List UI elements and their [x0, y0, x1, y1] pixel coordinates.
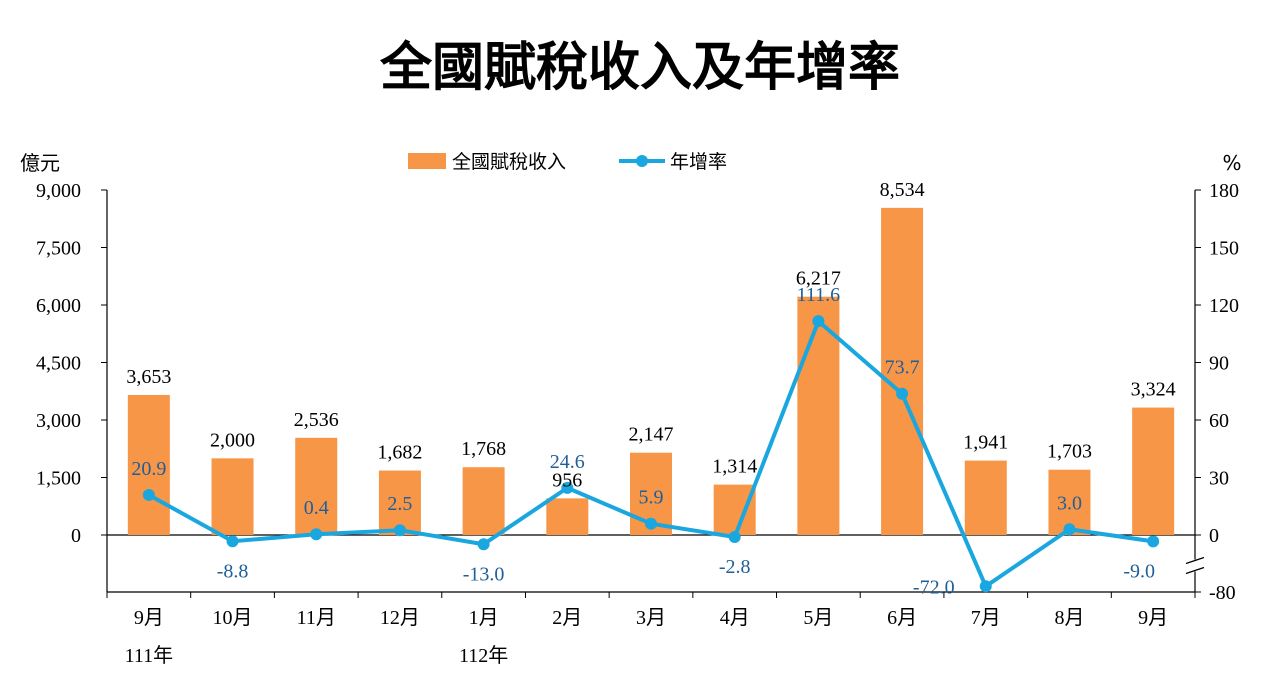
right-axis-tick-label: -80 [1209, 582, 1236, 604]
x-axis-tick-label: 8月 [1054, 607, 1084, 629]
right-axis-unit: % [1222, 151, 1241, 175]
bar-value-label: 1,768 [461, 438, 506, 460]
bar-value-label: 2,000 [210, 429, 255, 451]
legend-line-marker [636, 155, 648, 167]
bar [964, 460, 1007, 535]
rate-value-label: -9.0 [1123, 560, 1155, 582]
line-series [142, 315, 1160, 593]
bar-series [127, 207, 1175, 535]
bar-value-label: 1,314 [712, 456, 757, 478]
bar-value-label: 8,534 [880, 179, 925, 201]
x-axis-tick-label: 5月 [803, 607, 833, 629]
rate-point [812, 315, 825, 328]
axis-break-gap [1187, 559, 1203, 572]
rate-value-label: 3.0 [1057, 492, 1082, 514]
legend-line-label: 年增率 [670, 151, 727, 173]
bar [462, 467, 505, 535]
legend-bar-swatch [408, 153, 446, 169]
x-axis-tick-label: 6月 [887, 607, 917, 629]
bar-value-label: 956 [552, 469, 582, 491]
bar-value-label: 3,324 [1131, 379, 1176, 401]
bar-value-label: 1,703 [1047, 441, 1092, 463]
rate-value-label: 73.7 [885, 357, 920, 379]
legend: 全國賦稅收入 年增率 [408, 151, 727, 173]
rate-point [979, 580, 992, 593]
bar [713, 484, 756, 535]
data-labels: 3,653 2,000 2,536 1,682 1,768 956 2,147 1,314 6,… [126, 179, 1175, 598]
bar-value-label: 3,653 [126, 366, 171, 388]
rate-point [226, 535, 239, 548]
left-axis-unit: 億元 [20, 151, 60, 175]
rate-point [393, 524, 406, 537]
right-axis-tick-label: 150 [1209, 238, 1239, 260]
rate-value-label: 2.5 [387, 493, 412, 515]
right-axis-tick-label: 120 [1209, 295, 1239, 317]
x-axis-tick-label: 2月 [552, 607, 582, 629]
rate-value-label: -13.0 [463, 563, 505, 585]
axis-break-mark [1185, 556, 1205, 565]
rate-value-label: -72.0 [913, 576, 955, 598]
rate-point [728, 530, 741, 543]
left-axis-tick-label: 6,000 [36, 295, 81, 317]
rate-point [142, 488, 155, 501]
x-axis-tick-label: 10月 [213, 607, 253, 629]
legend-bar-label: 全國賦稅收入 [452, 151, 566, 173]
bar [881, 207, 924, 535]
left-axis-tick-label: 4,500 [36, 353, 81, 375]
right-axis-tick-label: 30 [1209, 468, 1229, 490]
x-axis-year-label: 112年 [459, 644, 508, 667]
left-axis-tick-label: 3,000 [36, 410, 81, 432]
axis-break-mark [1185, 566, 1205, 575]
left-axis-tick-label: 0 [71, 525, 81, 547]
x-axis-year-label: 111年 [125, 644, 174, 667]
bar [797, 296, 840, 535]
x-axis-tick-label: 4月 [720, 607, 750, 629]
rate-value-label: 0.4 [304, 497, 329, 519]
rate-point [310, 528, 323, 541]
x-axis-tick-label: 11月 [297, 607, 336, 629]
right-axis-tick-label: 90 [1209, 353, 1229, 375]
rate-value-label: -8.8 [217, 560, 249, 582]
rate-value-label: -2.8 [719, 556, 751, 578]
x-axis-tick-label: 7月 [971, 607, 1001, 629]
rate-point [561, 481, 574, 494]
bar [211, 458, 254, 535]
bar-value-label: 2,147 [629, 424, 674, 446]
bar [127, 394, 170, 535]
x-axis-tick-label: 3月 [636, 607, 666, 629]
bar-value-label: 1,941 [963, 432, 1008, 454]
right-axis-tick-label: 60 [1209, 410, 1229, 432]
left-axis-tick-label: 7,500 [36, 238, 81, 260]
rate-point [477, 538, 490, 551]
x-axis-tick-label: 12月 [380, 607, 420, 629]
bar-value-label: 1,682 [377, 442, 422, 464]
rate-point [1147, 535, 1160, 548]
rate-value-label: 111.6 [797, 284, 841, 306]
right-axis-tick-label: 180 [1209, 180, 1239, 202]
rate-point [896, 387, 909, 400]
bar [295, 437, 338, 535]
bar-value-label: 6,217 [796, 268, 841, 290]
x-axis-tick-label: 9月 [1138, 607, 1168, 629]
x-axis-tick-label: 1月 [469, 607, 499, 629]
bar [1132, 407, 1175, 535]
chart-title: 全國賦稅收入及年增率 [379, 38, 900, 98]
rate-point [645, 517, 657, 530]
rate-value-label: 5.9 [639, 487, 664, 509]
left-axis-tick-label: 9,000 [36, 180, 81, 202]
right-axis-tick-label: 0 [1209, 525, 1219, 547]
rate-value-label: 20.9 [131, 458, 166, 480]
left-axis-tick-label: 1,500 [36, 468, 81, 490]
rate-value-label: 24.6 [550, 451, 585, 473]
bar [546, 498, 589, 535]
bar-value-label: 2,536 [294, 409, 339, 431]
rate-point [1063, 523, 1076, 536]
axes: 9,000 7,500 6,000 4,500 3,000 1,500 0 180 150 120… [36, 180, 1239, 667]
x-axis-tick-label: 9月 [134, 607, 164, 629]
